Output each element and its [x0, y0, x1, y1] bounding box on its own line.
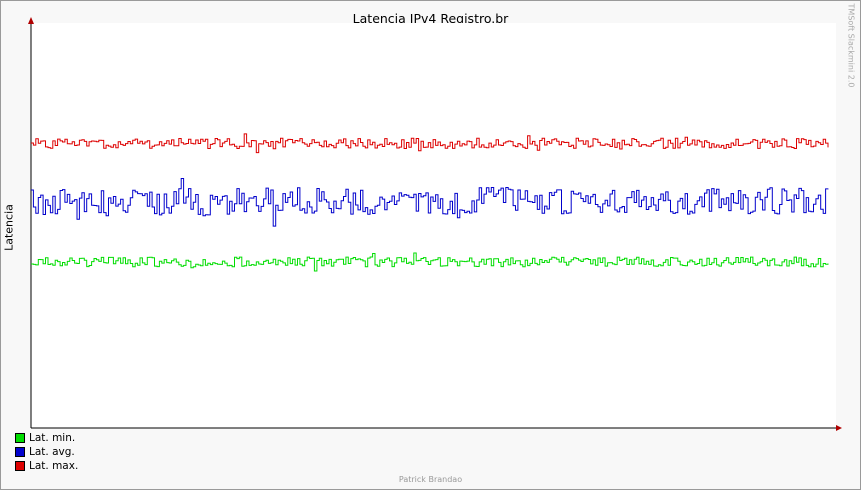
legend-label-max: Lat. max. — [29, 460, 79, 472]
footer-credit: Patrick Brandao — [398, 475, 463, 484]
series-line-avg — [31, 178, 829, 227]
legend-swatch-avg — [15, 447, 25, 457]
legend-label-min: Lat. min. — [29, 432, 76, 444]
legend-item-min: Lat. min. — [15, 431, 78, 445]
legend-item-max: Lat. max. — [15, 459, 78, 473]
x-axis-arrow — [836, 425, 842, 431]
legend-swatch-max — [15, 461, 25, 471]
plot-area — [31, 23, 836, 428]
y-axis-arrow — [28, 17, 34, 24]
legend-label-avg: Lat. avg. — [29, 446, 75, 458]
chart-title: Latencia IPv4 Registro.br — [352, 11, 509, 26]
series-line-min — [31, 252, 829, 272]
legend: Lat. min. Lat. avg. Lat. max. — [15, 431, 78, 473]
legend-swatch-min — [15, 433, 25, 443]
series-line-max — [31, 133, 829, 154]
legend-item-avg: Lat. avg. — [15, 445, 78, 459]
